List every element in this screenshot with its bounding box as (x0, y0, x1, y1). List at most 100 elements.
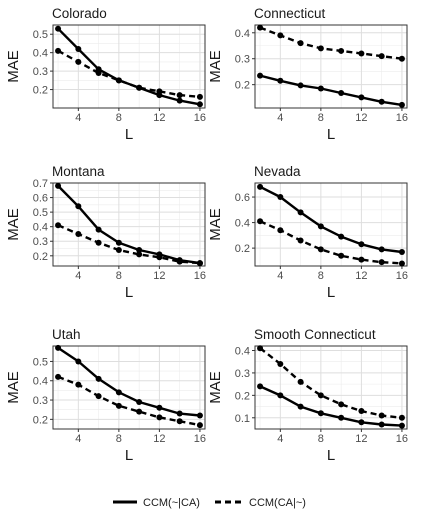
x-axis-title: L (327, 284, 335, 301)
x-tick-label: 16 (396, 112, 408, 124)
data-point-dashed (75, 58, 82, 65)
y-tick-label: 0.2 (235, 390, 250, 402)
data-point-solid (378, 421, 385, 428)
data-point-solid (196, 101, 203, 108)
data-point-solid (277, 77, 284, 84)
panel-title: Colorado (52, 6, 107, 21)
data-point-dashed (398, 414, 405, 421)
panel-title: Nevada (254, 164, 301, 179)
y-tick-label: 0.3 (235, 54, 250, 66)
data-point-solid (358, 241, 365, 248)
data-point-dashed (176, 92, 183, 99)
plot-background (53, 183, 205, 266)
y-tick-label: 0.2 (33, 85, 48, 97)
y-axis-title: MAE (5, 208, 22, 241)
x-axis-title: L (125, 447, 133, 464)
y-tick-label: 0.2 (235, 243, 250, 255)
x-axis-title: L (327, 126, 335, 143)
data-point-solid (358, 94, 365, 101)
data-point-dashed (257, 24, 264, 31)
y-tick-label: 0.2 (33, 414, 48, 426)
data-point-dashed (55, 47, 62, 54)
y-axis-title: MAE (5, 371, 22, 404)
data-point-dashed (95, 239, 102, 246)
data-point-solid (398, 422, 405, 429)
series-line-dashed (259, 347, 403, 419)
data-point-dashed (338, 47, 345, 54)
data-point-solid (55, 182, 62, 189)
data-point-dashed (156, 88, 163, 95)
data-point-dashed (358, 50, 365, 57)
data-point-dashed (378, 53, 385, 60)
data-point-solid (378, 246, 385, 253)
data-point-dashed (277, 360, 284, 367)
series-line-solid (57, 185, 201, 265)
x-tick-label: 16 (194, 433, 206, 445)
data-point-dashed (378, 412, 385, 419)
panel-5: Smooth Connecticut 0.1 0.2 0.3 0.4 4 8 12 16 L MAE (207, 327, 408, 464)
data-point-dashed (115, 77, 122, 84)
x-tick-label: 12 (153, 270, 165, 282)
data-point-dashed (115, 402, 122, 409)
series-line-solid (57, 346, 201, 417)
panel-0: Colorado 0.2 0.3 0.4 0.5 4 8 12 16 L MAE (5, 6, 206, 143)
x-tick-label: 16 (396, 270, 408, 282)
data-point-solid (115, 239, 122, 246)
y-tick-label: 0.3 (33, 395, 48, 407)
y-tick-label: 0.4 (235, 218, 250, 230)
y-tick-label: 0.4 (33, 376, 48, 388)
data-point-solid (338, 414, 345, 421)
legend-item-solid: CCM(~|CA) (113, 497, 200, 509)
data-point-dashed (317, 45, 324, 52)
y-axis-title: MAE (207, 50, 224, 83)
plot-background (255, 25, 407, 108)
x-tick-label: 4 (277, 112, 283, 124)
series-line-solid (259, 185, 403, 254)
data-point-solid (196, 412, 203, 419)
data-point-dashed (297, 378, 304, 385)
y-tick-label: 0.3 (235, 368, 250, 380)
panel-4: Utah 0.2 0.3 0.4 0.5 4 8 12 16 L MAE (5, 327, 206, 464)
x-tick-label: 8 (116, 270, 122, 282)
y-tick-label: 0.4 (235, 28, 250, 40)
x-tick-label: 4 (277, 270, 283, 282)
y-tick-label: 0.4 (235, 345, 250, 357)
data-point-solid (317, 410, 324, 417)
data-point-dashed (136, 84, 143, 91)
series-line-solid (259, 385, 402, 427)
data-point-dashed (317, 392, 324, 399)
data-point-dashed (156, 414, 163, 421)
data-point-solid (398, 101, 405, 108)
series-line-solid (57, 27, 201, 106)
data-point-dashed (277, 32, 284, 39)
y-tick-label: 0.2 (33, 251, 48, 263)
data-point-dashed (277, 227, 284, 234)
series-line-dashed (57, 224, 200, 265)
x-axis-title: L (125, 284, 133, 301)
data-point-solid (277, 392, 284, 399)
data-point-dashed (398, 55, 405, 62)
data-point-dashed (338, 252, 345, 259)
data-point-dashed (358, 408, 365, 415)
x-tick-label: 8 (318, 112, 324, 124)
y-tick-label: 0.6 (235, 192, 250, 204)
data-point-solid (317, 223, 324, 230)
data-point-solid (297, 82, 304, 89)
x-tick-label: 8 (116, 112, 122, 124)
plot-frame (254, 182, 408, 267)
y-tick-label: 0.1 (235, 413, 250, 425)
legend-label-solid: CCM(~|CA) (143, 497, 200, 509)
y-axis-title: MAE (5, 50, 22, 83)
data-point-dashed (297, 237, 304, 244)
data-point-solid (75, 203, 82, 210)
x-tick-label: 12 (355, 270, 367, 282)
x-tick-label: 16 (194, 112, 206, 124)
legend-item-dashed: CCM(CA|~) (215, 497, 306, 509)
data-point-solid (277, 194, 284, 201)
data-point-solid (297, 403, 304, 410)
x-tick-label: 4 (75, 433, 81, 445)
data-point-solid (257, 72, 264, 79)
y-tick-label: 0.4 (33, 222, 48, 234)
